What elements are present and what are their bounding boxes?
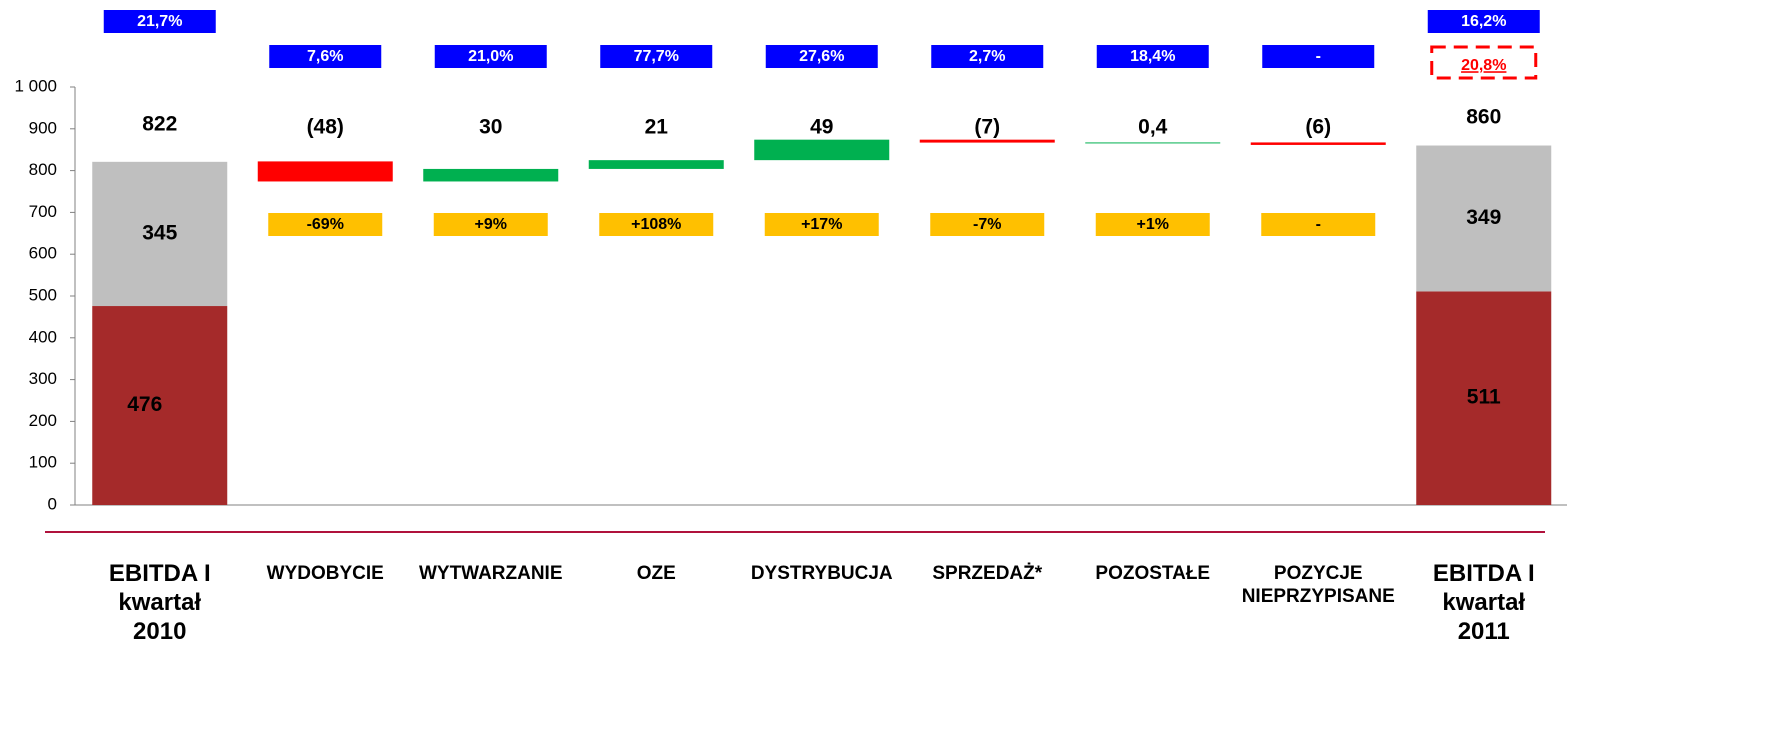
y-tick-label: 1 000 <box>14 76 57 95</box>
delta-label: (48) <box>307 116 344 139</box>
stack-bar <box>1416 291 1552 505</box>
margin-label: 27,6% <box>799 48 844 65</box>
margin-box <box>1262 45 1375 68</box>
y-tick-label: 400 <box>29 327 57 346</box>
change-label: +1% <box>1137 216 1169 233</box>
x-tick-label: EBITDA I kwartał 2010 <box>108 560 211 645</box>
change-label: - <box>1316 216 1321 233</box>
change-label: +9% <box>475 216 507 233</box>
change-box <box>1095 213 1210 236</box>
target-label: 20,8% <box>1461 57 1506 74</box>
x-tick-label: EBITDA I kwartał 2011 <box>1432 560 1535 645</box>
margin-box <box>765 45 878 68</box>
stack-label: 511 <box>1467 386 1501 409</box>
margin-label: 77,7% <box>634 48 679 65</box>
delta-label: 30 <box>479 116 502 139</box>
margin-box <box>1096 45 1209 68</box>
total-label: 860 <box>1466 106 1501 129</box>
x-tick-label: POZOSTAŁE <box>1095 563 1211 584</box>
change-box <box>433 213 548 236</box>
margin-box <box>1427 10 1540 33</box>
delta-bar <box>423 168 559 182</box>
y-tick-label: 800 <box>29 160 57 179</box>
stack-bar <box>1416 145 1552 292</box>
stack-bar <box>92 161 228 307</box>
delta-bar <box>1250 142 1386 145</box>
x-tick-label: WYTWARZANIE <box>418 563 563 584</box>
margin-label: 21,7% <box>137 13 182 30</box>
y-tick-label: 700 <box>29 202 57 221</box>
delta-label: (6) <box>1305 116 1331 139</box>
delta-label: 21 <box>645 116 669 139</box>
change-box <box>930 213 1045 236</box>
margin-box <box>269 45 382 68</box>
margin-label: 18,4% <box>1130 48 1175 65</box>
y-tick-label: 200 <box>29 411 57 430</box>
y-tick-label: 600 <box>29 244 57 263</box>
delta-label: 0,4 <box>1138 116 1168 139</box>
delta-bar <box>588 160 724 169</box>
stack-label: 345 <box>142 221 177 244</box>
margin-label: 21,0% <box>468 48 513 65</box>
stack-bar <box>92 306 228 505</box>
y-tick-label: 500 <box>29 285 57 304</box>
delta-bar <box>257 161 393 182</box>
total-label: 822 <box>142 113 177 136</box>
x-tick-label: POZYCJE NIEPRZYPISANE <box>1241 563 1395 607</box>
stack-label: 349 <box>1466 206 1501 229</box>
stack-label: 476 <box>127 393 162 416</box>
change-box <box>599 213 714 236</box>
margin-box <box>434 45 547 68</box>
x-tick-label: DYSTRYBUCJA <box>750 563 893 584</box>
delta-bar <box>754 139 890 161</box>
target-box <box>1430 45 1538 80</box>
x-tick-label: SPRZEDAŻ* <box>932 563 1043 584</box>
change-label: +108% <box>631 216 681 233</box>
margin-label: 2,7% <box>969 48 1005 65</box>
change-box <box>268 213 383 236</box>
delta-bar <box>919 139 1055 143</box>
y-tick-label: 0 <box>48 494 57 513</box>
y-tick-label: 300 <box>29 369 57 388</box>
margin-label: 7,6% <box>307 48 343 65</box>
x-tick-label: OZE <box>636 563 676 584</box>
change-box <box>1261 213 1376 236</box>
margin-label: - <box>1316 48 1321 65</box>
margin-box <box>931 45 1044 68</box>
change-box <box>764 213 879 236</box>
margin-label: 16,2% <box>1461 13 1506 30</box>
x-tick-label: WYDOBYCIE <box>266 563 384 584</box>
change-label: -7% <box>973 216 1001 233</box>
y-tick-label: 100 <box>29 453 57 472</box>
delta-label: 49 <box>810 116 833 139</box>
delta-label: (7) <box>974 116 1000 139</box>
delta-bar <box>1085 142 1221 144</box>
margin-box <box>103 10 216 33</box>
change-label: +17% <box>801 216 842 233</box>
margin-box <box>600 45 713 68</box>
y-tick-label: 900 <box>29 118 57 137</box>
change-label: -69% <box>307 216 344 233</box>
